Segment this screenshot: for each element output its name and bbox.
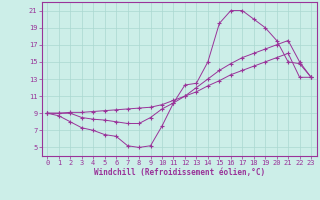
X-axis label: Windchill (Refroidissement éolien,°C): Windchill (Refroidissement éolien,°C)	[94, 168, 265, 177]
